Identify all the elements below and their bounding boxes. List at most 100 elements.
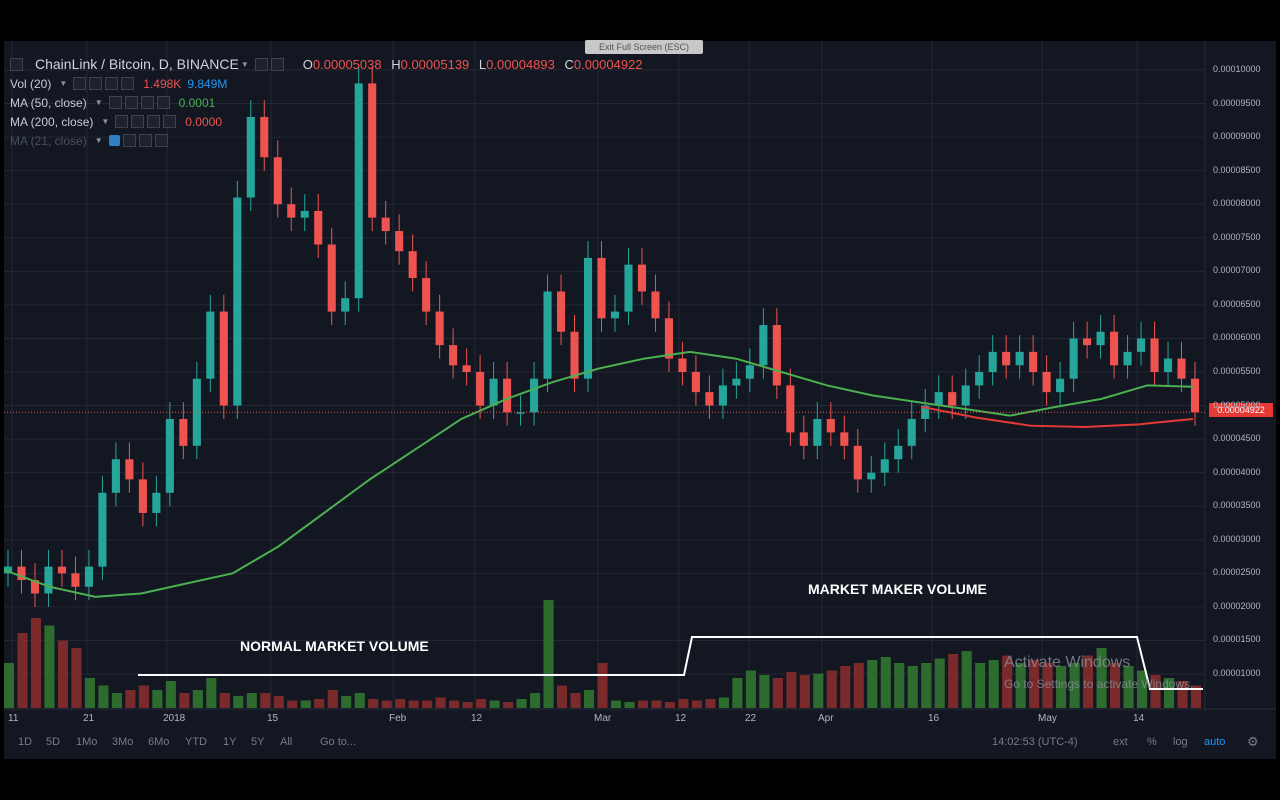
chevron-down-icon[interactable]: ▼ xyxy=(94,98,103,107)
indicator-ma200[interactable]: MA (200, close) ▼ 0.0000 xyxy=(10,114,222,129)
volume-bar xyxy=(4,663,15,708)
chevron-down-icon[interactable]: ▼ xyxy=(59,79,68,88)
symbol-title[interactable]: ChainLink / Bitcoin, D, BINANCE xyxy=(35,56,239,72)
volume-bar xyxy=(840,666,851,708)
x-tick-label: Apr xyxy=(818,713,834,724)
range-all[interactable]: All xyxy=(280,736,293,748)
candle-body xyxy=(772,325,781,386)
volume-bar xyxy=(867,660,878,708)
goto-button[interactable]: Go to... xyxy=(320,736,357,748)
candle-body xyxy=(449,345,458,366)
volume-bar xyxy=(786,672,797,708)
candle-body xyxy=(327,244,336,312)
chevron-down-icon[interactable]: ▼ xyxy=(101,117,110,126)
candlestick-chart[interactable] xyxy=(4,41,1276,759)
settings-icon[interactable] xyxy=(254,57,268,71)
candle-body xyxy=(273,157,282,205)
indicator-tool-icon[interactable] xyxy=(138,134,152,147)
candle-body xyxy=(1177,358,1186,379)
indicator-tool-icon[interactable] xyxy=(122,134,136,147)
range-3mo[interactable]: 3Mo xyxy=(112,736,134,748)
indicator-tool-icon[interactable] xyxy=(156,96,170,109)
range-5y[interactable]: 5Y xyxy=(251,736,265,748)
range-5d[interactable]: 5D xyxy=(46,736,61,748)
y-tick-label: 0.00003000 xyxy=(1213,533,1261,544)
hide-icon[interactable] xyxy=(270,57,284,71)
indicator-tool-icon[interactable] xyxy=(131,115,145,128)
y-tick-label: 0.00002000 xyxy=(1213,600,1261,611)
candle-body xyxy=(489,378,498,406)
indicator-tool-icon[interactable] xyxy=(105,77,119,90)
range-6mo[interactable]: 6Mo xyxy=(148,736,170,748)
candle-body xyxy=(988,351,997,372)
range-1y[interactable]: 1Y xyxy=(223,736,237,748)
indicator-tool-icon[interactable] xyxy=(73,77,87,90)
volume-bar xyxy=(961,651,972,708)
symbol-row: ChainLink / Bitcoin, D, BINANCE ▼ O0.000… xyxy=(10,54,643,74)
indicator-tool-icon[interactable] xyxy=(121,77,135,90)
x-tick-label: Feb xyxy=(389,713,407,724)
indicator-ma50[interactable]: MA (50, close) ▼ 0.0001 xyxy=(10,95,216,110)
indicator-tool-icon[interactable] xyxy=(108,96,122,109)
candle-body xyxy=(354,83,363,299)
range-1mo[interactable]: 1Mo xyxy=(76,736,98,748)
candle-body xyxy=(165,418,174,493)
volume-bar xyxy=(732,678,743,708)
indicator-tool-icon[interactable] xyxy=(147,115,161,128)
eye-icon[interactable] xyxy=(108,135,120,146)
volume-bar xyxy=(934,658,945,708)
x-tick-label: 14 xyxy=(1133,713,1145,724)
volume-bar xyxy=(449,700,460,708)
candle-body xyxy=(206,311,215,379)
exit-fullscreen-button[interactable]: Exit Full Screen (ESC) xyxy=(585,40,703,54)
chevron-down-icon[interactable]: ▼ xyxy=(240,59,249,69)
indicator-tool-icon[interactable] xyxy=(140,96,154,109)
range-ytd[interactable]: YTD xyxy=(185,736,207,748)
volume-bar xyxy=(273,696,284,708)
x-tick-label: May xyxy=(1038,713,1057,724)
candle-body xyxy=(462,365,471,372)
y-tick-label: 0.00004500 xyxy=(1213,433,1261,444)
volume-bar xyxy=(1056,666,1067,708)
auto-toggle[interactable]: auto xyxy=(1204,736,1226,748)
volume-bar xyxy=(948,654,959,708)
bottom-toolbar: 1D 5D 1Mo 3Mo 6Mo YTD 1Y 5Y All Go to...… xyxy=(4,732,1276,754)
candle-body xyxy=(71,573,80,587)
indicator-tool-icon[interactable] xyxy=(115,115,129,128)
indicator-tool-icon[interactable] xyxy=(124,96,138,109)
range-1d[interactable]: 1D xyxy=(18,736,33,748)
volume-bar xyxy=(530,693,541,708)
y-tick-label: 0.00009500 xyxy=(1213,97,1261,108)
candle-body xyxy=(17,566,26,581)
volume-bar xyxy=(354,693,365,708)
candle-body xyxy=(907,418,916,446)
ext-toggle[interactable]: ext xyxy=(1113,736,1128,748)
percent-toggle[interactable]: % xyxy=(1147,736,1157,748)
candle-body xyxy=(30,580,40,594)
volume-bar xyxy=(516,699,527,708)
candle-body xyxy=(813,418,822,446)
collapse-icon[interactable] xyxy=(10,57,23,71)
candle-body xyxy=(840,432,849,446)
candle-body xyxy=(476,372,485,406)
indicator-ma21-hidden[interactable]: MA (21, close) ▼ xyxy=(10,131,643,150)
indicator-tool-icon[interactable] xyxy=(89,77,103,90)
indicator-tool-icon[interactable] xyxy=(163,115,177,128)
candle-body xyxy=(1096,331,1105,346)
volume-bar xyxy=(772,678,783,708)
candle-body xyxy=(624,264,633,312)
candle-body xyxy=(664,318,673,359)
chevron-down-icon[interactable]: ▼ xyxy=(94,136,103,145)
candle-body xyxy=(853,445,862,480)
volume-bar xyxy=(125,690,136,708)
indicator-vol[interactable]: Vol (20) ▼ 1.498K 9.849M xyxy=(10,76,228,91)
volume-bar xyxy=(597,663,608,708)
candle-body xyxy=(880,459,889,473)
indicator-tool-icon[interactable] xyxy=(154,134,168,147)
candle-body xyxy=(57,566,67,574)
candle-body xyxy=(1136,338,1146,352)
gear-icon[interactable]: ⚙ xyxy=(1247,734,1259,749)
candle-body xyxy=(637,264,647,292)
log-toggle[interactable]: log xyxy=(1173,736,1188,748)
volume-bar xyxy=(1002,655,1013,708)
